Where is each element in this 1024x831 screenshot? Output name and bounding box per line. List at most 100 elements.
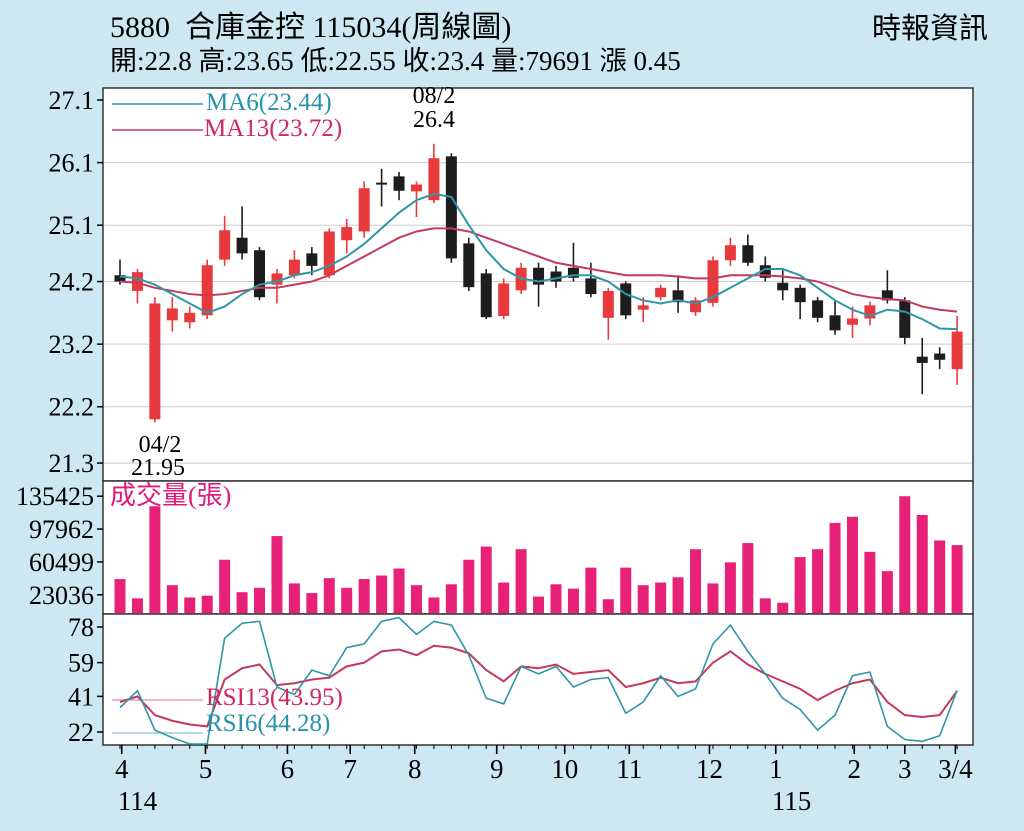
volume-bar <box>498 582 510 613</box>
volume-bar <box>724 562 736 613</box>
x-month-label: 3/4 <box>938 754 973 784</box>
legend-ma13: MA13(23.72) <box>204 115 343 142</box>
annotation-high-value: 26.4 <box>413 107 455 133</box>
rsi-pane <box>102 613 974 746</box>
annotation-low-date: 04/2 <box>138 432 182 458</box>
candle-body <box>358 188 370 232</box>
price-tick-label: 25.1 <box>49 211 95 240</box>
candle-body <box>271 273 283 285</box>
candle-body <box>236 237 248 254</box>
volume-bar <box>707 583 719 613</box>
volume-bar <box>881 571 893 613</box>
candle-body <box>742 245 754 263</box>
candle-body <box>585 278 597 295</box>
x-month-label: 6 <box>281 754 295 784</box>
candle-body <box>410 184 422 192</box>
volume-bar <box>236 592 248 613</box>
volume-bar <box>672 577 684 613</box>
volume-bar <box>323 578 335 613</box>
source-label: 時報資訊 <box>871 13 988 45</box>
ma13-line <box>119 227 958 313</box>
x-era-label: 115 <box>772 786 812 816</box>
volume-bar <box>655 582 667 613</box>
volume-bar <box>376 575 388 613</box>
x-month-label: 9 <box>490 754 504 784</box>
candle-body <box>166 308 178 321</box>
page-title: 5880 合庫金控 115034(周線圖) <box>110 11 512 44</box>
candle-body <box>602 290 614 318</box>
x-month-label: 1 <box>769 754 783 784</box>
volume-tick-label: 60499 <box>29 548 94 577</box>
candle-body <box>934 353 946 360</box>
candle-body <box>254 250 266 298</box>
candle-body <box>533 267 545 285</box>
annotation-low-value: 21.95 <box>131 455 185 481</box>
candle-body <box>114 275 126 282</box>
candle-body <box>219 230 231 260</box>
candle-body <box>794 287 806 303</box>
candle-body <box>341 227 353 241</box>
x-month-label: 7 <box>343 754 357 784</box>
volume-bar <box>533 596 545 613</box>
candle-body <box>899 300 911 338</box>
volume-bar <box>393 568 405 613</box>
volume-bar <box>812 549 824 613</box>
legend-ma6: MA6(23.44) <box>206 89 332 116</box>
volume-bar <box>585 567 597 613</box>
candle-body <box>759 265 771 278</box>
x-month-label: 5 <box>199 754 213 784</box>
candle-body <box>812 300 824 318</box>
volume-bar <box>201 595 213 613</box>
volume-bar <box>759 598 771 613</box>
candle-body <box>393 176 405 191</box>
candle-body <box>498 283 510 316</box>
volume-bar <box>637 585 649 613</box>
candle-body <box>864 305 876 319</box>
rsi-tick-label: 59 <box>68 649 94 678</box>
volume-bar <box>916 515 928 613</box>
volume-tick-label: 135425 <box>16 482 94 511</box>
volume-bar <box>480 546 492 613</box>
ma6-line <box>119 192 958 331</box>
candle-body <box>881 290 893 301</box>
candle-body <box>672 290 684 303</box>
legend-rsi13: RSI13(43.95) <box>206 684 343 711</box>
x-month-label: 10 <box>551 754 578 784</box>
volume-bar <box>271 536 283 613</box>
candle-body <box>149 303 161 420</box>
volume-bar <box>254 587 266 613</box>
x-month-label: 12 <box>696 754 723 784</box>
candle-body <box>829 315 841 331</box>
rsi-tick-label: 22 <box>68 718 94 747</box>
volume-bar <box>777 602 789 613</box>
x-month-label: 2 <box>847 754 861 784</box>
volume-tick-label: 23036 <box>29 581 94 610</box>
volume-bar <box>690 549 702 613</box>
candle-body <box>567 267 579 278</box>
candle-body <box>951 331 963 370</box>
volume-bar <box>219 559 231 613</box>
volume-pane-label: 成交量(張) <box>110 481 232 510</box>
candle-body <box>306 253 318 266</box>
rsi6-line <box>119 616 958 745</box>
candle-body <box>620 283 632 316</box>
volume-bar <box>550 584 562 613</box>
rsi-tick-label: 78 <box>68 613 94 642</box>
volume-bar <box>463 559 475 613</box>
volume-bar <box>184 597 196 613</box>
volume-bar <box>445 584 457 613</box>
volume-tick-label: 97962 <box>29 515 94 544</box>
volume-bar <box>306 593 318 613</box>
ohlc-summary: 開:22.8 高:23.65 低:22.55 收:23.4 量:79691 漲 … <box>110 46 681 76</box>
candle-body <box>550 271 562 282</box>
volume-bar <box>341 587 353 613</box>
candle-body <box>777 282 789 291</box>
volume-bar <box>428 597 440 613</box>
volume-bar <box>131 598 143 613</box>
volume-bar <box>114 579 126 613</box>
volume-bar <box>358 579 370 613</box>
volume-bar <box>288 583 300 613</box>
x-month-label: 11 <box>616 754 642 784</box>
